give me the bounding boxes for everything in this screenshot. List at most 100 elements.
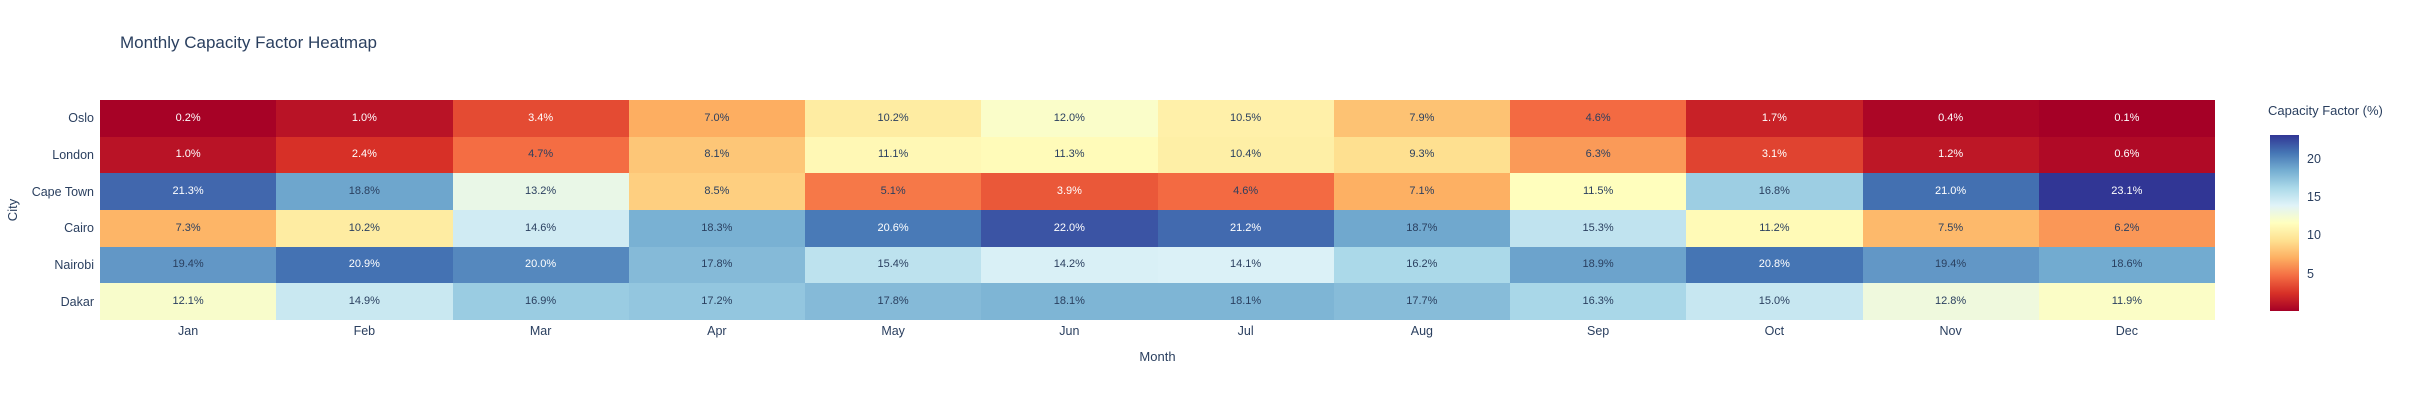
heatmap-cell[interactable]: 14.9% [276, 283, 453, 320]
heatmap-cell[interactable]: 2.4% [276, 136, 453, 174]
heatmap-cell[interactable]: 10.4% [1157, 136, 1334, 174]
heatmap-cell[interactable]: 3.4% [452, 100, 629, 137]
heatmap-cell[interactable]: 18.8% [276, 173, 453, 210]
x-axis-title: Month [1139, 349, 1176, 364]
heatmap-cell[interactable]: 16.8% [1686, 173, 1863, 210]
heatmap-cell[interactable]: 0.4% [1862, 100, 2039, 137]
heatmap-cell[interactable]: 11.5% [1510, 173, 1687, 210]
heatmap-cell[interactable]: 7.5% [1862, 210, 2039, 247]
heatmap-cell[interactable]: 17.7% [1333, 283, 1510, 320]
heatmap-cell[interactable]: 23.1% [2038, 173, 2215, 210]
heatmap-cell[interactable]: 16.3% [1510, 283, 1687, 320]
heatmap-cell[interactable]: 10.2% [805, 100, 982, 137]
heatmap-cell[interactable]: 4.7% [452, 136, 629, 174]
heatmap-cell[interactable]: 3.9% [981, 173, 1158, 210]
heatmap-cell[interactable]: 4.6% [1157, 173, 1334, 210]
y-axis-title: City [5, 198, 20, 222]
heatmap-cell[interactable]: 21.0% [1862, 173, 2039, 210]
heatmap-cell[interactable]: 16.9% [452, 283, 629, 320]
colorbar-tick-label: 20 [2307, 151, 2321, 166]
chart-title: Monthly Capacity Factor Heatmap [120, 33, 377, 52]
x-tick-label: Oct [1764, 324, 1785, 338]
heatmap-cell[interactable]: 4.6% [1510, 100, 1687, 137]
heatmap-cell[interactable]: 15.0% [1686, 283, 1863, 320]
heatmap-cell[interactable]: 0.6% [2038, 136, 2215, 174]
x-tick-label: Apr [707, 324, 727, 338]
heatmap-cell[interactable]: 20.0% [452, 246, 629, 284]
x-tick-label: Aug [1410, 324, 1433, 338]
heatmap-cell[interactable]: 18.7% [1333, 210, 1510, 247]
heatmap-cell[interactable]: 21.3% [100, 173, 277, 210]
heatmap-cell[interactable]: 22.0% [981, 210, 1158, 247]
heatmap-cell[interactable]: 18.6% [2038, 246, 2215, 284]
heatmap-cell[interactable]: 6.2% [2038, 210, 2215, 247]
y-tick-label: Cairo [64, 221, 94, 236]
heatmap-cell[interactable]: 8.5% [628, 173, 805, 210]
heatmap-cell[interactable]: 0.1% [2038, 100, 2215, 137]
heatmap-cell[interactable]: 20.8% [1686, 246, 1863, 284]
y-tick-label: London [52, 148, 94, 162]
heatmap-cell[interactable]: 12.1% [100, 283, 277, 320]
x-tick-label: Mar [529, 324, 552, 338]
heatmap-cell[interactable]: 12.0% [981, 100, 1158, 137]
heatmap-cell[interactable]: 20.9% [276, 246, 453, 284]
x-tick-label: May [881, 324, 905, 338]
heatmap-cell[interactable]: 10.2% [276, 210, 453, 247]
heatmap-cell[interactable]: 17.8% [628, 246, 805, 284]
heatmap-cell[interactable]: 21.2% [1157, 210, 1334, 247]
heatmap-cell[interactable]: 16.2% [1333, 246, 1510, 284]
heatmap-cell[interactable]: 10.5% [1157, 100, 1334, 137]
heatmap-cell[interactable]: 0.2% [100, 100, 277, 137]
heatmap-cell[interactable]: 1.7% [1686, 100, 1863, 137]
heatmap-cell[interactable]: 1.0% [100, 136, 277, 174]
heatmap-cell[interactable]: 14.2% [981, 246, 1158, 284]
x-tick-label: Nov [1939, 324, 1962, 338]
heatmap-cell[interactable]: 18.9% [1510, 246, 1687, 284]
heatmap-cell[interactable]: 7.3% [100, 210, 277, 247]
heatmap-cell[interactable]: 12.8% [1862, 283, 2039, 320]
heatmap-cell[interactable]: 18.1% [981, 283, 1158, 320]
heatmap-cell[interactable]: 17.8% [805, 283, 982, 320]
x-tick-label: Dec [2115, 324, 2138, 338]
x-tick-label: Jul [1237, 324, 1254, 338]
colorbar-tick-label: 15 [2307, 189, 2321, 204]
y-tick-label: Dakar [60, 294, 94, 309]
heatmap-cell[interactable]: 19.4% [1862, 246, 2039, 284]
x-tick-label: Jun [1059, 324, 1080, 338]
heatmap-cell[interactable]: 11.2% [1686, 210, 1863, 247]
heatmap-cell[interactable]: 6.3% [1510, 136, 1687, 174]
heatmap-cell[interactable]: 7.0% [628, 100, 805, 137]
heatmap-cell[interactable]: 3.1% [1686, 136, 1863, 174]
heatmap-cell[interactable]: 9.3% [1333, 136, 1510, 174]
colorbar-title: Capacity Factor (%) [2268, 103, 2383, 118]
heatmap-cell[interactable]: 15.4% [805, 246, 982, 284]
heatmap-cell[interactable]: 8.1% [628, 136, 805, 174]
heatmap-grid: 0.2% 1.0% 3.4% 7.0% 10.2% 12.0% 10.5% 7.9% 4.6% 1… [100, 100, 2215, 320]
x-tick-label: Sep [1587, 324, 1610, 338]
heatmap-cell[interactable]: 19.4% [100, 246, 277, 284]
heatmap-cell[interactable]: 14.6% [452, 210, 629, 247]
colorbar-gradient [2270, 135, 2299, 311]
heatmap-cell[interactable]: 13.2% [452, 173, 629, 210]
heatmap-cell[interactable]: 14.1% [1157, 246, 1334, 284]
y-tick-label: Oslo [68, 111, 94, 126]
heatmap-cell[interactable]: 20.6% [805, 210, 982, 247]
heatmap-cell[interactable]: 7.9% [1333, 100, 1510, 137]
heatmap-cell[interactable]: 18.1% [1157, 283, 1334, 320]
heatmap-cell[interactable]: 17.2% [628, 283, 805, 320]
heatmap-cell[interactable]: 1.0% [276, 100, 453, 137]
heatmap-cell[interactable]: 11.3% [981, 136, 1158, 174]
heatmap-cell[interactable]: 11.1% [805, 136, 982, 174]
y-tick-label: Cape Town [31, 184, 94, 199]
heatmap-cell[interactable]: 18.3% [628, 210, 805, 247]
colorbar-tick-label: 10 [2307, 228, 2321, 243]
x-tick-label: Feb [353, 324, 376, 338]
x-tick-label: Jan [178, 324, 199, 338]
heatmap-cell[interactable]: 15.3% [1510, 210, 1687, 247]
y-tick-label: Nairobi [54, 258, 94, 272]
heatmap-cell[interactable]: 1.2% [1862, 136, 2039, 174]
heatmap-cell[interactable]: 5.1% [805, 173, 982, 210]
heatmap-cell[interactable]: 11.9% [2038, 283, 2215, 320]
heatmap-cell[interactable]: 7.1% [1333, 173, 1510, 210]
